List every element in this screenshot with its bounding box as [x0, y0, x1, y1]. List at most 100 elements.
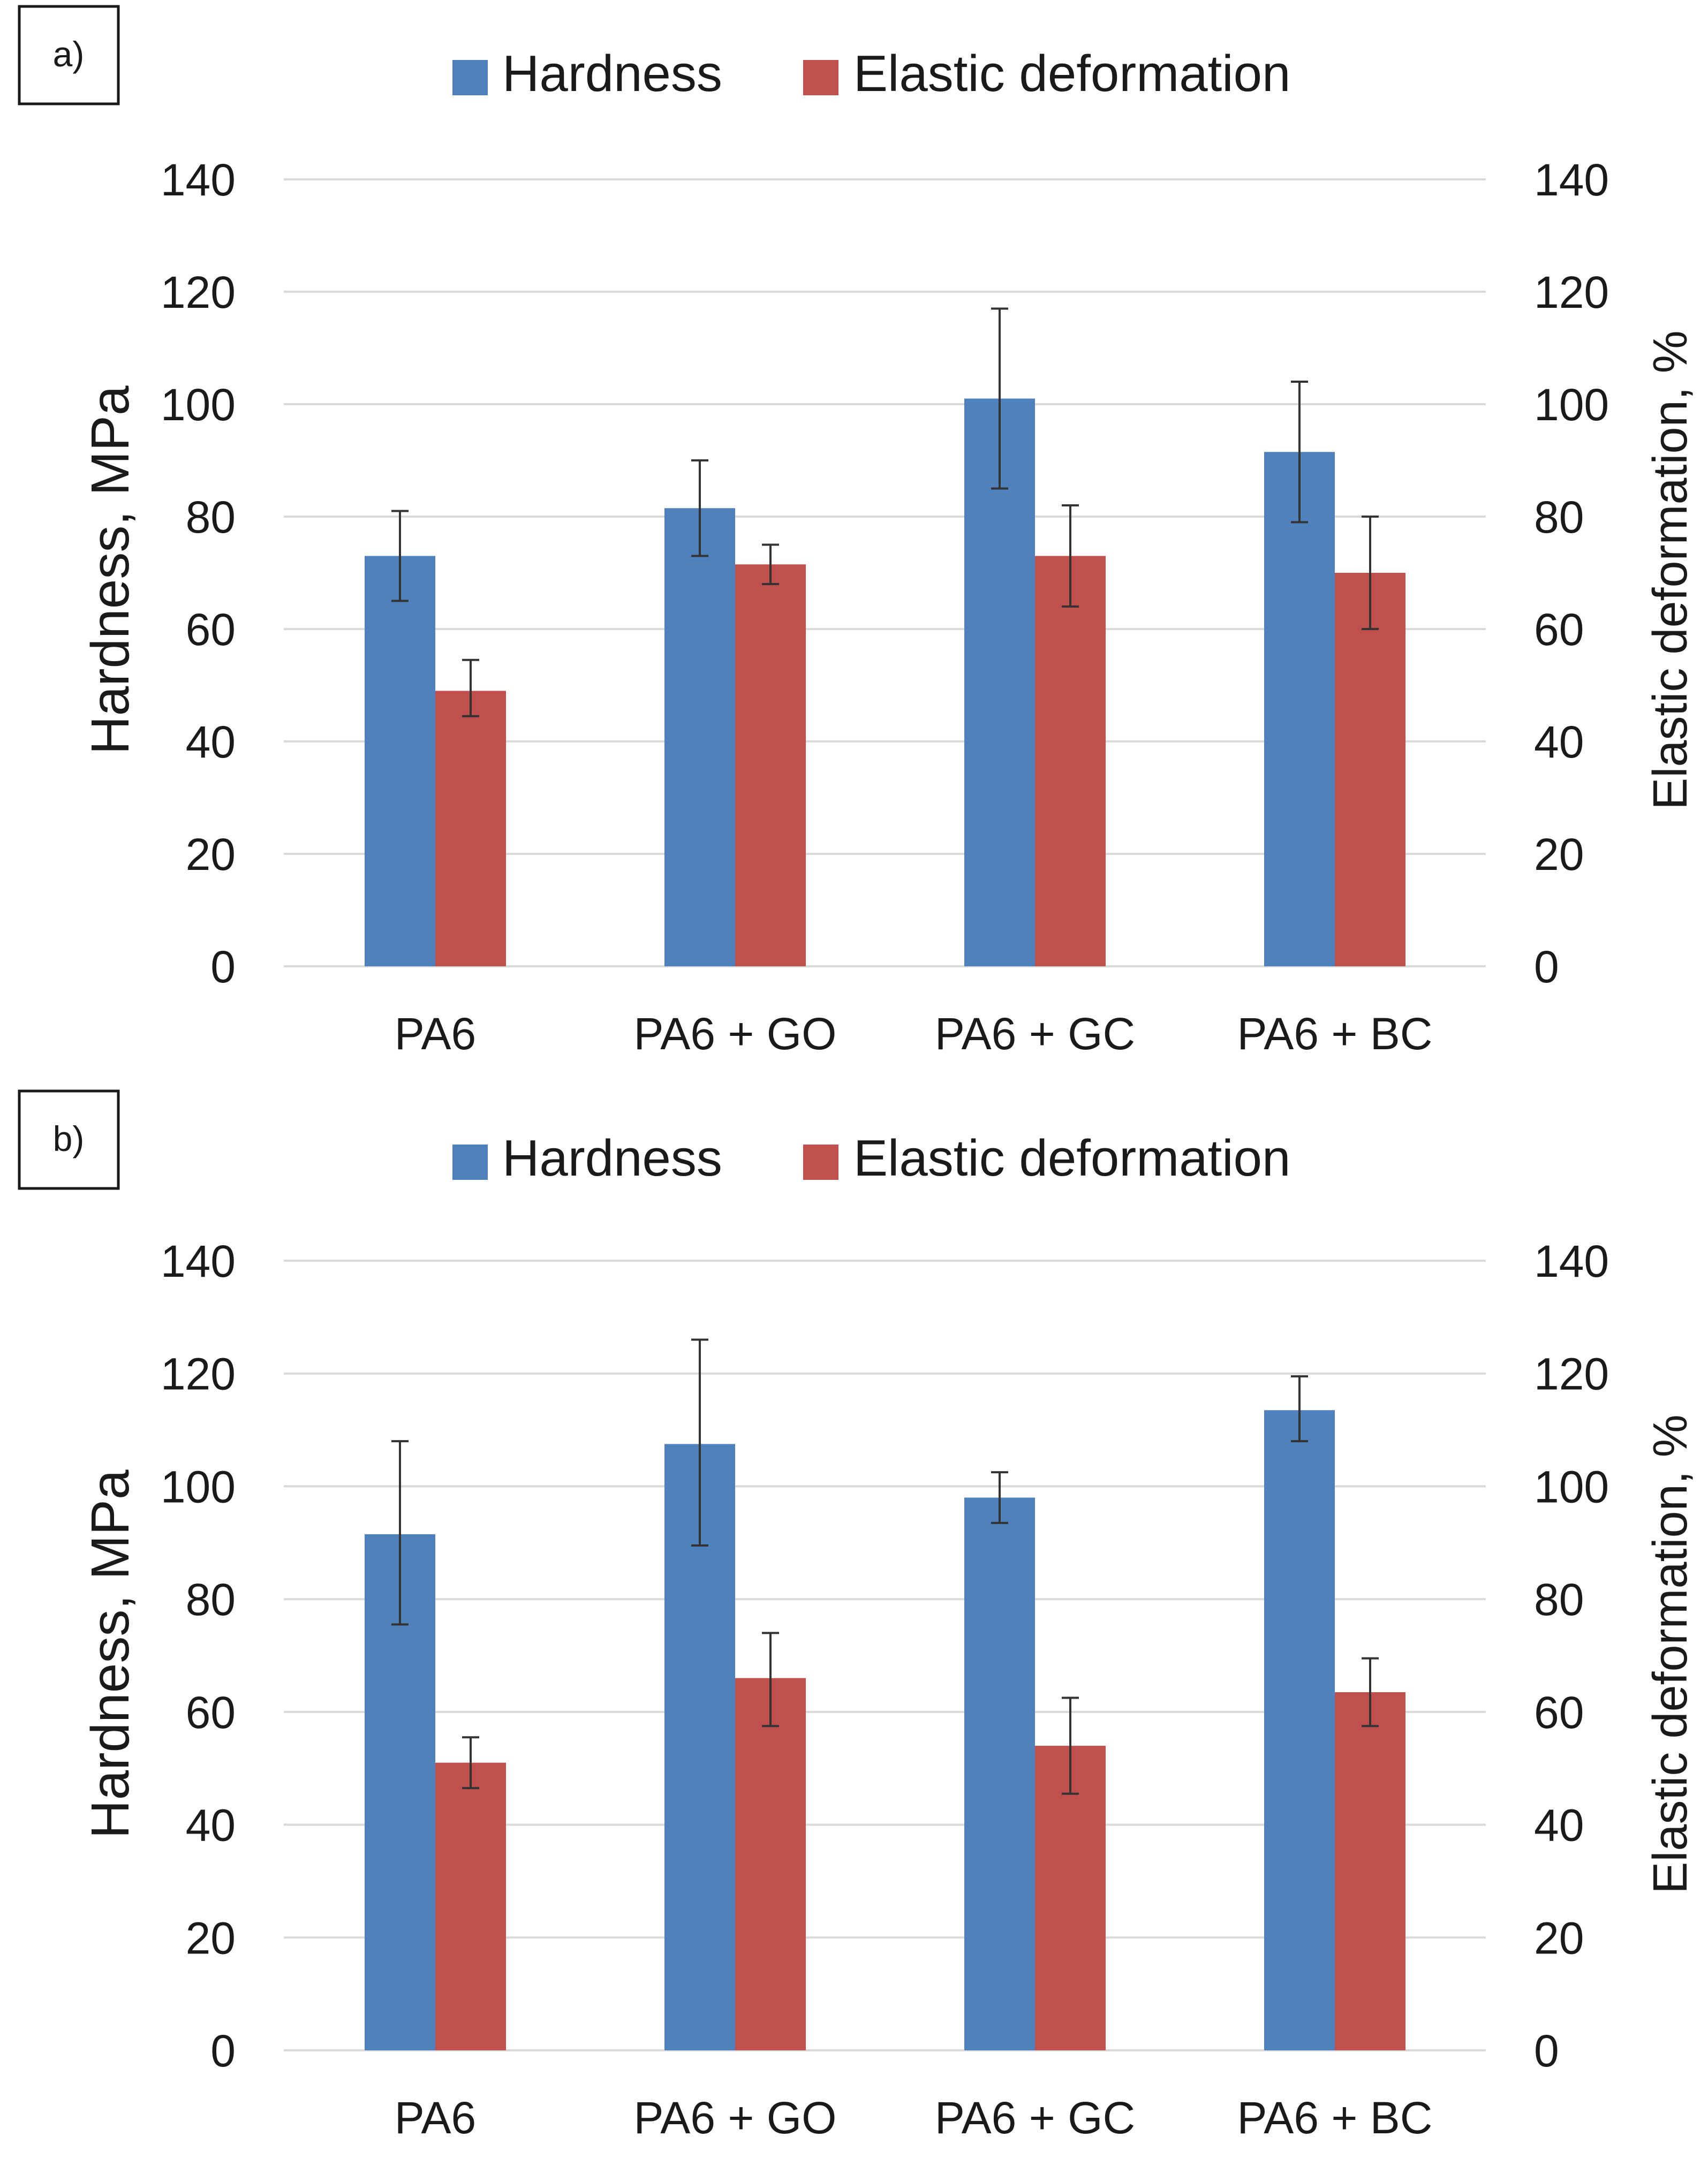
panel-label-box	[18, 5, 120, 105]
y-tick-label-right: 100	[1534, 1461, 1609, 1512]
legend-label-hardness: Hardness	[502, 1130, 722, 1187]
error-bar	[1362, 516, 1379, 630]
panel-label-box	[18, 1089, 120, 1190]
error-bars	[391, 307, 1379, 717]
bar-elastic-pa6-gc	[1035, 556, 1106, 966]
y-tick-label-left: 20	[186, 1913, 236, 1963]
x-tick-label: PA6 + GC	[935, 2093, 1135, 2143]
x-tick-label: PA6 + BC	[1237, 1009, 1433, 1059]
bar-elastic-pa6	[435, 691, 506, 966]
bar-elastic-pa6-bc	[1335, 573, 1405, 966]
x-tick-label: PA6 + GC	[935, 1009, 1135, 1059]
y-tick-label-left: 80	[186, 1574, 236, 1625]
error-bar	[762, 543, 779, 585]
y-tick-label-right: 120	[1534, 267, 1609, 317]
y-tick-label-right: 80	[1534, 492, 1584, 542]
bar-elastic-pa6-go	[735, 564, 806, 966]
error-bar	[762, 1632, 779, 1728]
x-tick-label: PA6 + GO	[634, 1009, 837, 1059]
legend-swatch-elastic	[803, 60, 838, 95]
y-tick-label-right: 140	[1534, 1236, 1609, 1286]
y-ticks-left: 0 20 40 60 80 100 120 140	[161, 1236, 236, 2076]
bars	[365, 398, 1405, 966]
x-tick-label: PA6	[395, 1009, 477, 1059]
bar-elastic-pa6-bc	[1335, 1692, 1405, 2050]
y-axis-title-left: Hardness, MPa	[80, 1469, 140, 1839]
bar-elastic-pa6-go	[735, 1678, 806, 2050]
y-axis-title-right: Elastic deformation, %	[1644, 1414, 1697, 1893]
panel-a: a) Hardness Elastic deformation Hardness…	[18, 5, 1697, 1059]
y-tick-label-left: 100	[161, 1461, 236, 1512]
y-tick-label-left: 140	[161, 1236, 236, 1286]
legend-label-hardness: Hardness	[502, 45, 722, 102]
bars	[365, 1410, 1405, 2050]
error-bar	[1291, 381, 1308, 524]
x-tick-labels: PA6 PA6 + GO PA6 + GC PA6 + BC	[395, 1009, 1433, 1059]
y-tick-label-right: 140	[1534, 155, 1609, 205]
y-tick-label-right: 60	[1534, 604, 1584, 655]
y-ticks-left: 0 20 40 60 80 100 120 140	[161, 155, 236, 992]
error-bar	[391, 510, 409, 602]
y-tick-label-left: 120	[161, 267, 236, 317]
y-tick-label-left: 60	[186, 604, 236, 655]
y-axis-title-right: Elastic deformation, %	[1644, 330, 1697, 809]
x-tick-label: PA6	[395, 2093, 477, 2143]
y-ticks-right: 0 20 40 60 80 100 120 140	[1534, 1236, 1609, 2076]
error-bar	[1362, 1657, 1379, 1728]
y-tick-label-left: 40	[186, 1800, 236, 1851]
legend-label-elastic: Elastic deformation	[853, 1130, 1290, 1187]
error-bar	[991, 1471, 1008, 1524]
bar-hardness-pa6-bc	[1264, 1410, 1335, 2050]
y-tick-label-right: 20	[1534, 829, 1584, 880]
panel-label: a)	[53, 34, 85, 74]
y-tick-label-right: 0	[1534, 942, 1559, 992]
legend-swatch-hardness	[452, 1145, 488, 1180]
legend-label-elastic: Elastic deformation	[853, 45, 1290, 102]
bar-elastic-pa6-gc	[1035, 1746, 1106, 2050]
error-bar	[391, 1440, 409, 1626]
x-tick-label: PA6 + BC	[1237, 2093, 1433, 2143]
error-bar	[462, 658, 479, 717]
y-tick-label-right: 120	[1534, 1349, 1609, 1399]
error-bar	[691, 1338, 708, 1547]
x-tick-label: PA6 + GO	[634, 2093, 837, 2143]
error-bar	[462, 1736, 479, 1790]
y-tick-label-right: 40	[1534, 1800, 1584, 1851]
legend-swatch-hardness	[452, 60, 488, 95]
y-tick-label-right: 100	[1534, 380, 1609, 430]
error-bar	[1062, 1696, 1079, 1795]
y-tick-label-right: 80	[1534, 1574, 1584, 1625]
y-axis-title-left: Hardness, MPa	[80, 385, 140, 755]
error-bar	[1062, 504, 1079, 608]
bar-hardness-pa6-gc	[964, 398, 1035, 966]
y-tick-label-right: 0	[1534, 2026, 1559, 2076]
panel-b: b) Hardness Elastic deformation Hardness…	[18, 1089, 1697, 2143]
y-tick-label-left: 20	[186, 829, 236, 880]
x-tick-labels: PA6 PA6 + GO PA6 + GC PA6 + BC	[395, 2093, 1433, 2143]
error-bar	[991, 307, 1008, 490]
y-tick-label-left: 40	[186, 717, 236, 767]
y-tick-label-left: 80	[186, 492, 236, 542]
error-bars	[391, 1338, 1379, 1795]
y-tick-label-right: 60	[1534, 1687, 1584, 1738]
y-tick-label-left: 0	[210, 942, 236, 992]
legend-swatch-elastic	[803, 1145, 838, 1180]
error-bar	[1291, 1375, 1308, 1443]
y-ticks-right: 0 20 40 60 80 100 120 140	[1534, 155, 1609, 992]
y-tick-label-right: 20	[1534, 1913, 1584, 1963]
y-tick-label-right: 40	[1534, 717, 1584, 767]
panel-label: b)	[53, 1119, 85, 1158]
y-tick-label-left: 140	[161, 155, 236, 205]
error-bar	[691, 459, 708, 557]
y-tick-label-left: 100	[161, 380, 236, 430]
bar-hardness-pa6-go	[664, 508, 735, 966]
bar-elastic-pa6	[435, 1762, 506, 2050]
bar-hardness-pa6-gc	[964, 1497, 1035, 2050]
bar-hardness-pa6	[365, 556, 435, 966]
y-tick-label-left: 0	[210, 2026, 236, 2076]
bar-hardness-pa6-bc	[1264, 452, 1335, 966]
y-tick-label-left: 120	[161, 1349, 236, 1399]
y-tick-label-left: 60	[186, 1687, 236, 1738]
